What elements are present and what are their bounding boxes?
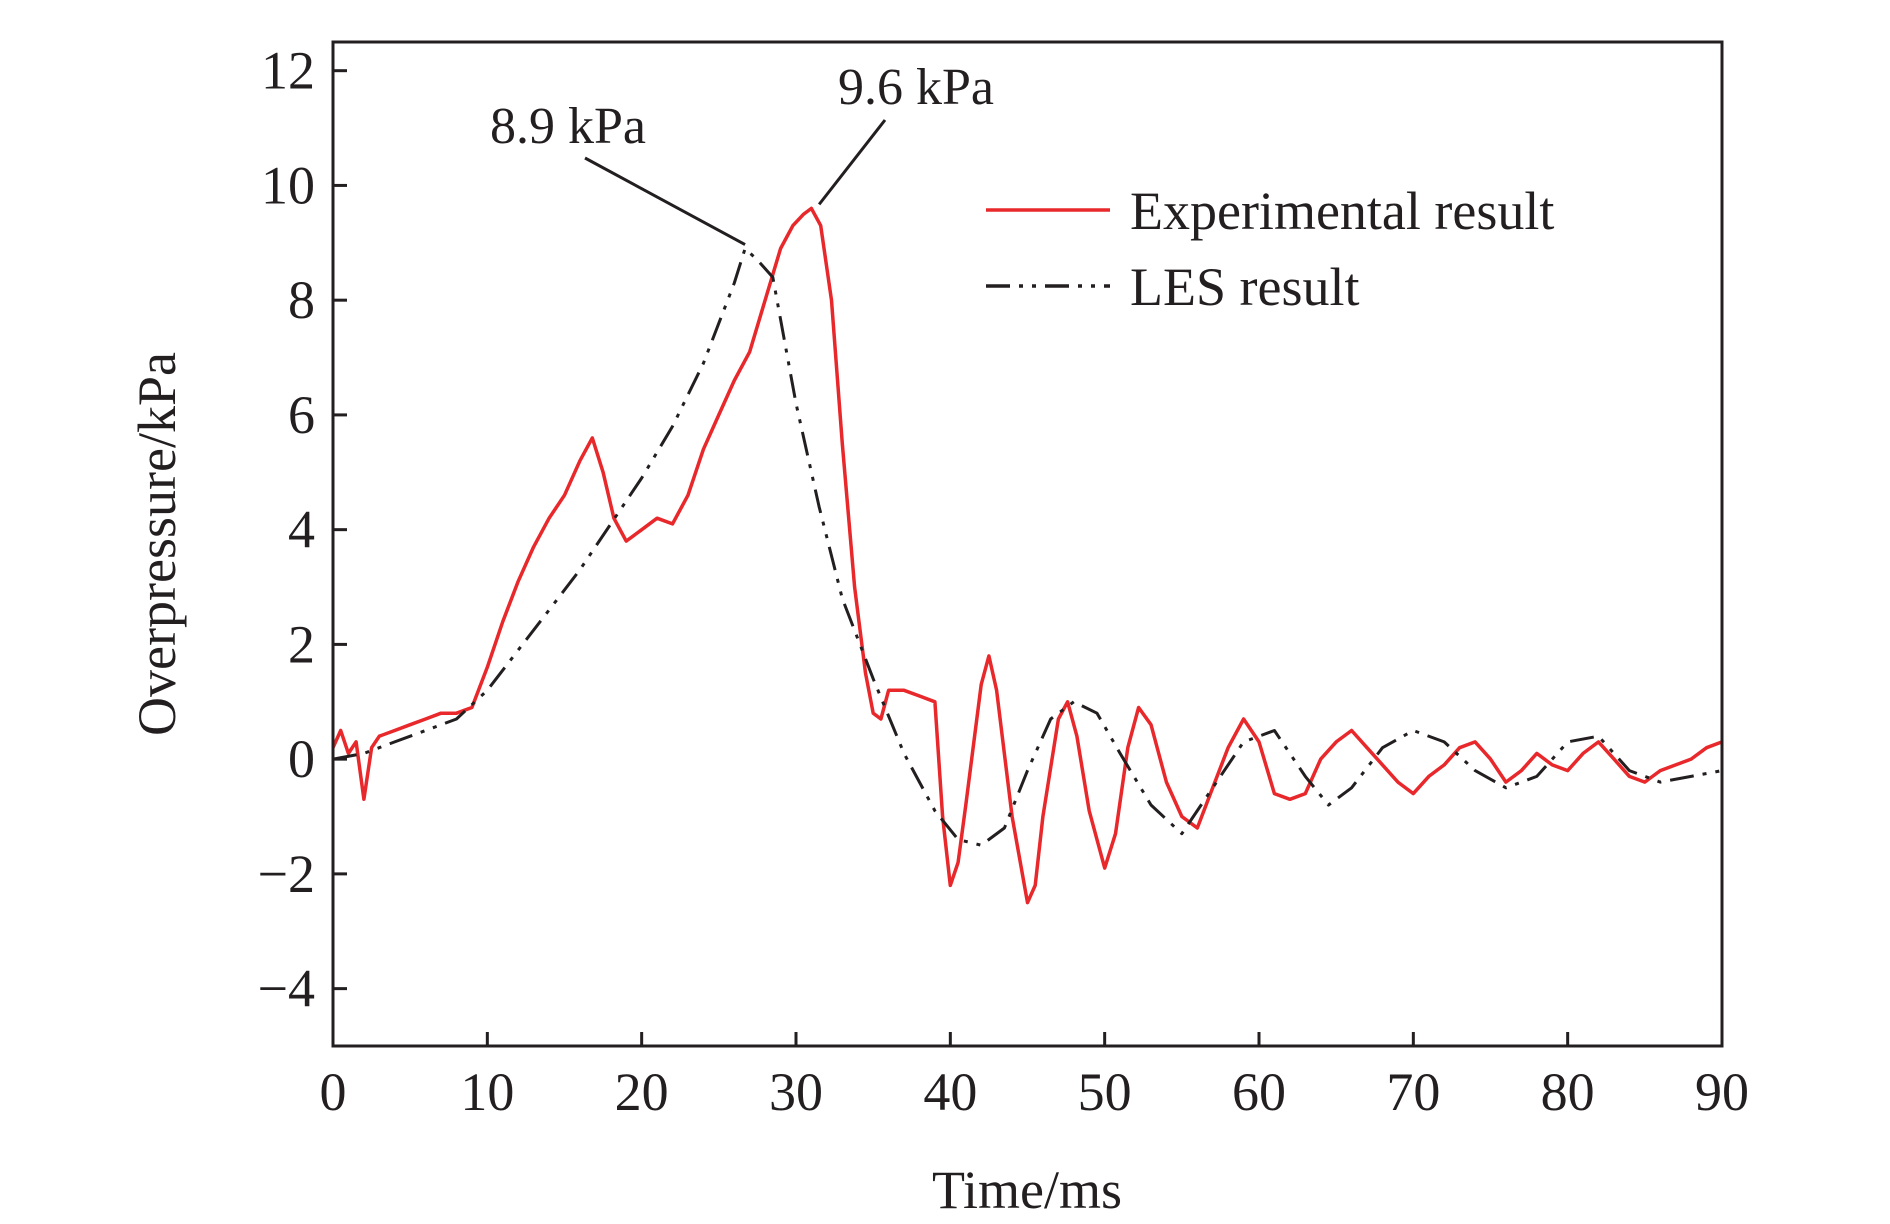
x-tick-label: 10 — [460, 1062, 514, 1122]
y-axis-title: Overpressure/kPa — [127, 352, 187, 736]
series-line-experimental — [333, 206, 1722, 905]
annotations: 8.9 kPa 9.6 kPa — [490, 59, 994, 246]
plot-frame — [331, 40, 1724, 1048]
y-tick-label: −2 — [258, 844, 315, 904]
annotation-leader-line — [817, 119, 887, 206]
annotation-label: 8.9 kPa — [490, 98, 646, 155]
x-tick-label: 90 — [1695, 1062, 1749, 1122]
series-line-les — [333, 247, 1722, 847]
x-tick-label: 50 — [1078, 1062, 1132, 1122]
x-tick-label: 60 — [1232, 1062, 1286, 1122]
y-tick-label: 12 — [261, 41, 315, 101]
x-tick-label: 80 — [1541, 1062, 1595, 1122]
x-tick-label: 0 — [320, 1062, 347, 1122]
x-tick-label: 30 — [769, 1062, 823, 1122]
x-tick-label: 40 — [923, 1062, 977, 1122]
y-tick-label: 2 — [288, 614, 315, 674]
legend-label: LES result — [1130, 257, 1359, 317]
legend: Experimental result LES result — [986, 181, 1554, 317]
x-tick-label: 20 — [615, 1062, 669, 1122]
y-tick-label: 10 — [261, 155, 315, 215]
y-tick-label: 6 — [288, 385, 315, 445]
y-tick-label: 0 — [288, 729, 315, 789]
y-tick-label: 4 — [288, 500, 315, 560]
axis-ticks: 0 10 20 30 40 50 60 70 80 90 −4 −2 0 2 4 6 8 10 12 — [258, 41, 1749, 1122]
y-tick-label: 8 — [288, 270, 315, 330]
x-axis-title: Time/ms — [932, 1160, 1122, 1220]
annotation-label: 9.6 kPa — [838, 59, 994, 116]
series-layer — [333, 206, 1722, 905]
y-tick-label: −4 — [258, 959, 315, 1019]
x-tick-label: 70 — [1386, 1062, 1440, 1122]
legend-label: Experimental result — [1130, 181, 1554, 241]
annotation-leader-line — [584, 156, 746, 246]
